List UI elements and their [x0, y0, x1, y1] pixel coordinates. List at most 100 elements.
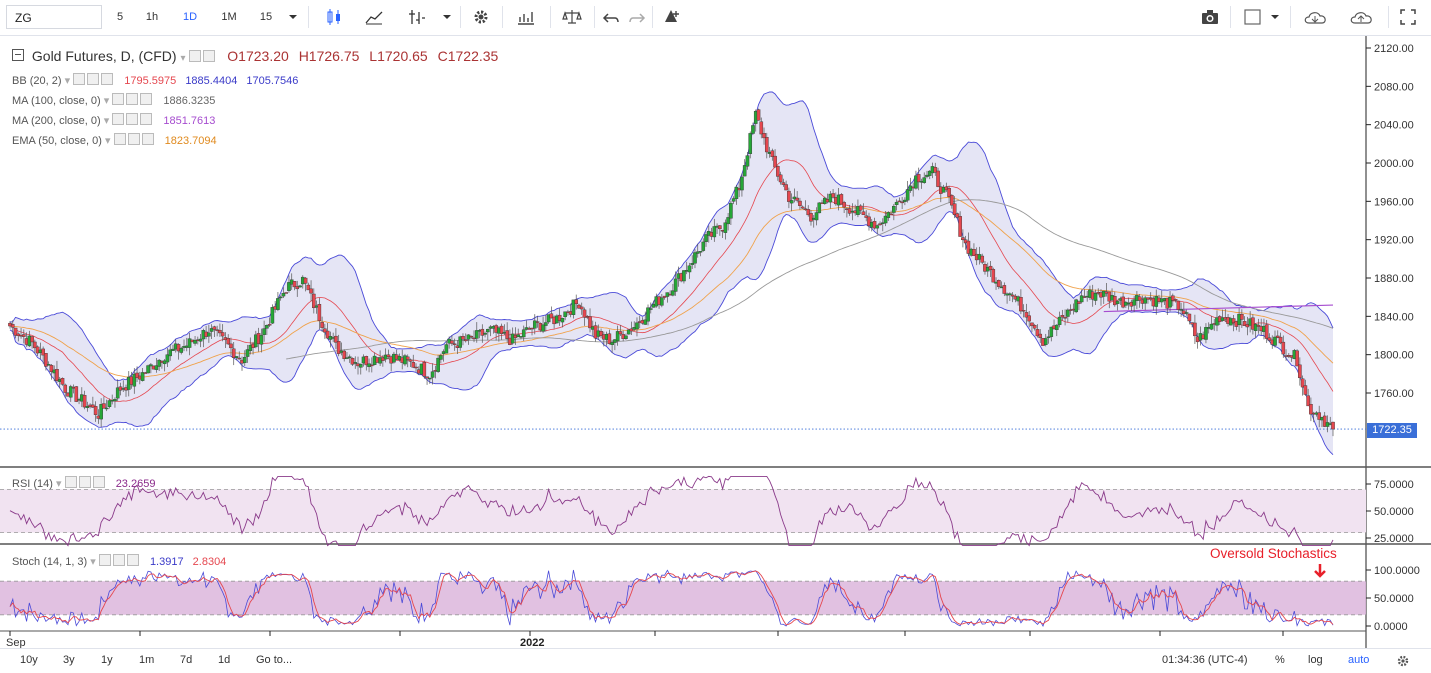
alert-icon[interactable]	[660, 6, 682, 28]
rsi-pane	[0, 475, 1366, 547]
undo-icon[interactable]	[600, 6, 622, 28]
close-small-icon[interactable]	[140, 93, 153, 105]
range-1d[interactable]: 1d	[218, 654, 231, 666]
candle	[764, 137, 769, 153]
cloud-download-icon[interactable]	[1300, 6, 1332, 28]
symbol-input[interactable]: ZG	[6, 5, 102, 29]
ema50-menu-icon[interactable]: ▾	[104, 135, 111, 147]
area-icon[interactable]	[362, 6, 386, 28]
candle	[364, 356, 369, 366]
candle	[1093, 293, 1098, 301]
candle	[784, 184, 788, 191]
candle	[980, 255, 985, 263]
settings-small-icon[interactable]	[203, 50, 216, 62]
rectangle-dropdown-icon[interactable]	[1268, 6, 1282, 28]
candle	[991, 269, 996, 283]
indicators-icon[interactable]	[514, 6, 538, 28]
interval-dropdown-icon[interactable]	[286, 6, 300, 28]
candle	[745, 155, 750, 167]
open-value: O1723.20	[227, 48, 289, 64]
close-small-icon[interactable]	[101, 73, 114, 85]
fullscreen-icon[interactable]	[1396, 6, 1420, 28]
cloud-upload-icon[interactable]	[1346, 6, 1378, 28]
series-menu-icon[interactable]: ▾	[180, 53, 186, 64]
clock-text: 01:34:36 (UTC-4)	[1162, 654, 1248, 666]
rectangle-icon[interactable]	[1242, 6, 1264, 28]
settings-gear-icon[interactable]	[1396, 654, 1410, 668]
candle	[787, 190, 791, 202]
settings-small-icon[interactable]	[112, 554, 125, 566]
settings-small-icon[interactable]	[78, 476, 91, 488]
candle	[1038, 333, 1043, 339]
candle	[1113, 296, 1117, 306]
candle	[298, 285, 302, 288]
interval-1h[interactable]: 1h	[145, 11, 159, 23]
close-small-icon[interactable]	[126, 554, 139, 566]
settings-small-icon[interactable]	[127, 133, 140, 145]
stoch-menu-icon[interactable]: ▾	[90, 556, 96, 568]
eye-icon[interactable]	[112, 93, 125, 105]
settings-small-icon[interactable]	[126, 93, 139, 105]
interval-1m[interactable]: 1M	[221, 11, 237, 23]
compare-icon[interactable]	[404, 6, 430, 28]
range-3y[interactable]: 3y	[63, 654, 75, 666]
eye-icon[interactable]	[112, 113, 125, 125]
candle	[242, 356, 247, 363]
settings-icon[interactable]	[470, 6, 492, 28]
rsi-tick: 25.0000	[1374, 533, 1414, 545]
ma100-value: 1886.3235	[163, 95, 216, 107]
auto-toggle[interactable]: auto	[1348, 654, 1370, 666]
candle	[234, 356, 239, 358]
eye-icon[interactable]	[189, 50, 202, 62]
camera-icon[interactable]	[1198, 6, 1222, 28]
candle	[104, 407, 109, 410]
price-tick: 1800.00	[1374, 350, 1414, 362]
range-1m[interactable]: 1m	[139, 654, 155, 666]
candle	[85, 406, 90, 408]
candle	[690, 263, 695, 265]
candle	[1264, 324, 1269, 339]
close-small-icon[interactable]	[92, 476, 105, 488]
time-label: 2022	[520, 637, 544, 648]
goto-button[interactable]: Go to...	[256, 654, 293, 666]
interval-1d[interactable]: 1D	[182, 11, 198, 23]
eye-icon[interactable]	[98, 554, 111, 566]
candle	[469, 335, 474, 338]
ma200-menu-icon[interactable]: ▾	[103, 115, 110, 127]
close-small-icon[interactable]	[140, 113, 153, 125]
bb-menu-icon[interactable]: ▾	[64, 75, 71, 87]
range-7d[interactable]: 7d	[180, 654, 193, 666]
candle	[499, 325, 504, 334]
candle	[370, 364, 374, 367]
settings-small-icon[interactable]	[126, 113, 139, 125]
redo-icon[interactable]	[626, 6, 648, 28]
chart-type-dropdown-icon[interactable]	[440, 6, 454, 28]
ma100-menu-icon[interactable]: ▾	[103, 95, 110, 107]
templates-icon[interactable]	[560, 6, 584, 28]
chart-area[interactable]: 2120.00 2080.00 2040.00 2000.00 1960.00 1920.…	[0, 36, 1431, 648]
interval-5[interactable]: 5	[116, 11, 124, 23]
candle	[33, 341, 37, 349]
interval-15[interactable]: 15	[259, 11, 273, 23]
log-toggle[interactable]: log	[1308, 654, 1323, 666]
candle	[1253, 323, 1258, 331]
eye-icon[interactable]	[73, 73, 86, 85]
candle	[839, 194, 844, 205]
down-arrow-icon	[1314, 564, 1326, 578]
candle	[574, 299, 579, 305]
candle	[610, 342, 614, 345]
range-1y[interactable]: 1y	[101, 654, 113, 666]
eye-icon[interactable]	[64, 476, 77, 488]
candle	[1049, 326, 1054, 337]
settings-small-icon[interactable]	[87, 73, 100, 85]
rsi-menu-icon[interactable]: ▾	[56, 478, 62, 490]
candles-icon[interactable]	[322, 6, 346, 28]
candle	[588, 316, 592, 329]
percent-toggle[interactable]: %	[1275, 654, 1285, 666]
close-small-icon[interactable]	[141, 133, 154, 145]
time-label: Sep	[6, 637, 26, 648]
collapse-icon[interactable]	[12, 49, 24, 61]
candle	[1331, 421, 1335, 430]
range-10y[interactable]: 10y	[20, 654, 38, 666]
eye-icon[interactable]	[113, 133, 126, 145]
